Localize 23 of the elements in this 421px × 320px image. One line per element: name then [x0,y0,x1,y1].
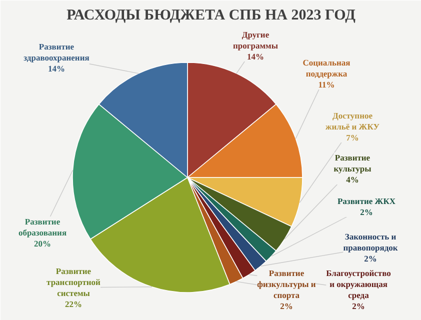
data-label: 14% [48,64,65,74]
slice-label: Доступное жильё и ЖКУ [326,110,380,132]
slice-label: Социальная поддержка [302,58,351,78]
slice-label: Развитие транспортной системы [46,266,101,298]
slice-label: Развитие образования [18,216,67,238]
slice-label: Развитие культуры [334,152,372,174]
slice-label: Благоустройство и окружающая среда [326,268,391,300]
data-label: 20% [34,238,51,248]
data-label: 11% [318,80,335,90]
data-label: 4% [346,174,359,184]
data-label: 2% [360,207,373,217]
data-label: 22% [65,299,82,309]
chart-title: РАСХОДЫ БЮДЖЕТА СПБ НА 2023 ГОД [66,8,356,24]
data-label: 14% [247,52,264,62]
slice-label: Другие программы [233,30,278,50]
data-label: 7% [346,132,359,142]
slice-label: Развитие здравоохранения [24,42,90,62]
data-label: 2% [352,301,365,311]
data-label: 2% [364,254,377,264]
slice-label: Развитие физкультуры и спорта [257,268,316,300]
slice-label: Развитие ЖКХ [337,196,396,206]
slice-label: Законность и правопорядок [343,232,398,252]
data-label: 2% [280,301,293,311]
